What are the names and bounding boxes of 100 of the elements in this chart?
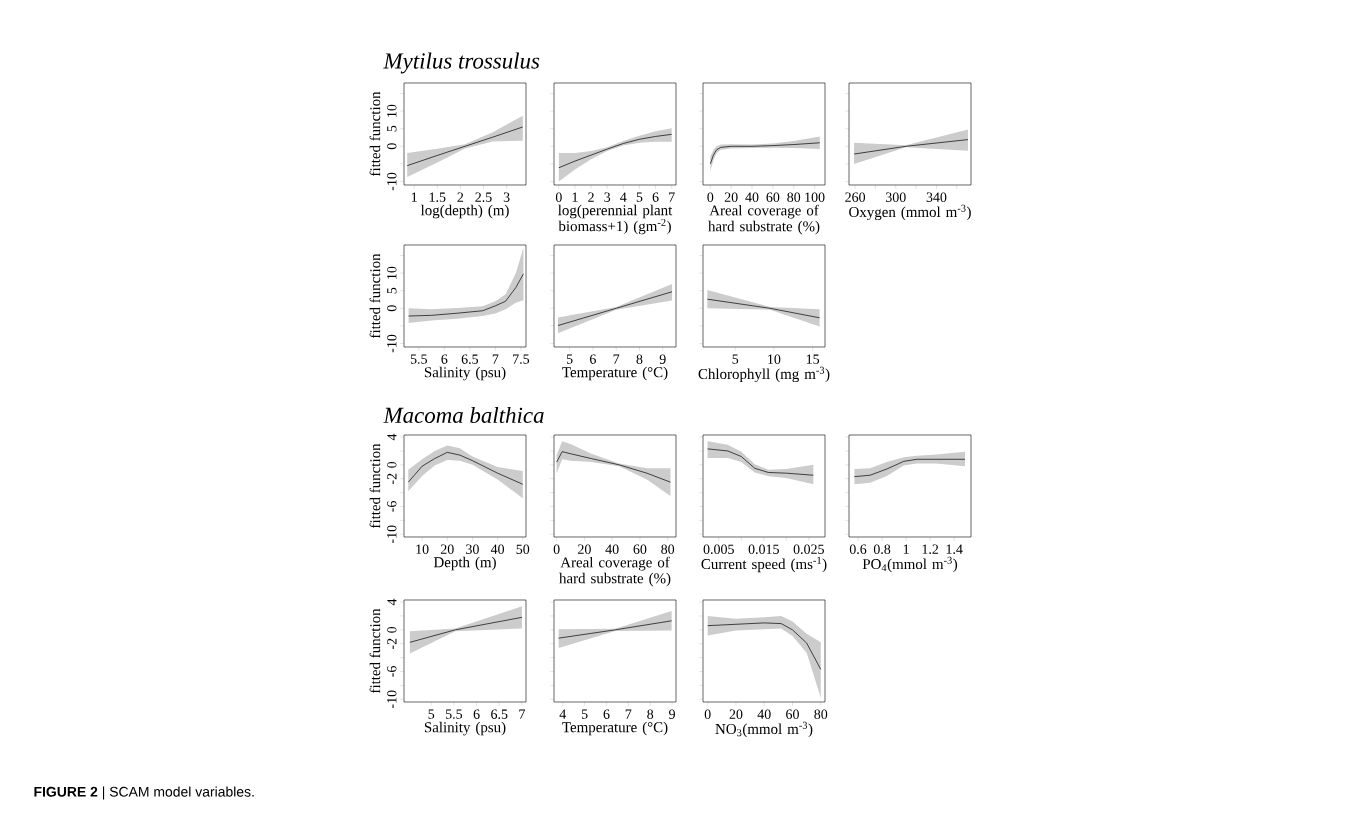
y-tick-label: -2	[387, 473, 397, 484]
x-tick-label: 20	[578, 544, 591, 554]
x-tick-label: 60	[633, 544, 647, 554]
x-tick-label: 60	[766, 192, 780, 202]
x-axis-title: Areal coverage of hard substrate (%)	[708, 204, 820, 235]
x-tick-label: 0.015	[748, 544, 779, 554]
x-axis-title: log(depth) (m)	[420, 204, 509, 219]
x-axis-title: Depth (m)	[433, 556, 496, 571]
x-tick-label: 1.2	[922, 544, 939, 554]
chart-title: Mytilus trossulus	[383, 52, 540, 74]
x-tick-label: 0.025	[793, 544, 824, 554]
y-axis-title: fitted function	[369, 608, 381, 694]
x-tick-label: 0	[553, 544, 560, 554]
x-tick-label: 6	[473, 709, 480, 719]
x-tick-label: 6	[590, 354, 596, 364]
y-tick-label: 0	[387, 305, 397, 312]
y-tick-label: -2	[387, 638, 397, 650]
x-tick-label: 5	[732, 354, 739, 364]
x-tick-label: 20	[729, 709, 743, 719]
x-tick-label: 5	[636, 192, 643, 202]
x-tick-label: 50	[516, 544, 530, 554]
x-tick-label: 15	[806, 354, 820, 364]
x-tick-label: 300	[885, 192, 906, 202]
y-tick-label: 5	[387, 125, 397, 132]
x-tick-label: 9	[659, 354, 666, 364]
x-tick-label: 0.8	[873, 544, 891, 554]
line-series	[408, 273, 524, 317]
y-axis-title: fitted function	[369, 443, 381, 529]
x-tick-label: 0.6	[849, 544, 867, 554]
y-tick-label: 0	[387, 143, 397, 150]
x-tick-label: 260	[845, 192, 866, 202]
x-tick-label: 7.5	[513, 354, 530, 364]
x-tick-label: 5.5	[445, 709, 463, 719]
y-tick-label: 4	[387, 598, 397, 606]
y-tick-label: 4	[387, 433, 397, 441]
y-tick-label: -10	[387, 525, 397, 543]
text: FIGURE 2 | SCAM model variables.	[34, 786, 254, 800]
x-tick-label: 340	[926, 192, 947, 202]
x-tick-label: 7	[519, 709, 526, 719]
x-axis-title: Oxygen (mmol m$^{-3}$)	[849, 204, 971, 221]
x-axis-title: Current speed (ms$^{-1}$)	[701, 556, 827, 573]
x-tick-label: 40	[490, 544, 505, 554]
x-tick-label: 100	[805, 192, 825, 202]
y-tick-label: 0	[387, 461, 397, 468]
x-tick-label: 0	[704, 709, 711, 719]
x-tick-label: 7	[625, 709, 632, 719]
x-tick-label: 5	[581, 709, 588, 719]
x-tick-label: 1	[411, 192, 417, 202]
line-series	[406, 126, 524, 166]
x-tick-label: 5	[566, 354, 573, 364]
x-tick-label: 8	[647, 709, 654, 719]
x-tick-label: 0	[555, 192, 562, 202]
x-tick-label: 6.5	[491, 709, 508, 719]
x-tick-label: 10	[416, 544, 429, 554]
x-tick-label: 4	[559, 709, 567, 719]
y-tick-label: -6	[387, 666, 397, 677]
x-tick-label: 80	[661, 544, 675, 554]
y-tick-label: 10	[387, 104, 397, 117]
x-tick-label: 4	[620, 192, 627, 202]
x-tick-label: 5	[428, 709, 435, 719]
x-axis-title: Temperature (°C)	[562, 366, 668, 381]
x-tick-label: 1.4	[946, 544, 963, 554]
x-tick-label: 3	[503, 192, 510, 202]
x-tick-label: 0	[707, 192, 714, 202]
x-tick-label: 80	[787, 192, 801, 202]
x-tick-label: 40	[605, 544, 619, 554]
y-axis-title: fitted function	[369, 253, 381, 339]
x-tick-label: 6	[652, 192, 659, 202]
x-tick-label: 0.005	[703, 544, 734, 554]
x-axis-title: Chlorophyll (mg m$^{-3}$)	[698, 366, 830, 383]
x-tick-label: 9	[669, 709, 675, 719]
x-tick-label: 30	[466, 544, 479, 554]
x-tick-label: 1	[903, 544, 909, 554]
y-tick-label: 10	[387, 266, 397, 279]
x-tick-label: 7	[492, 354, 499, 364]
x-tick-label: 2	[457, 192, 464, 202]
x-tick-label: 7	[669, 192, 675, 202]
x-tick-label: 1.5	[429, 192, 446, 202]
y-axis-title: fitted function	[369, 91, 381, 177]
x-axis-title: Salinity (psu)	[424, 721, 506, 736]
x-tick-label: 6	[603, 709, 610, 719]
x-tick-label: 6.5	[461, 354, 479, 364]
x-axis-title: Salinity (psu)	[424, 366, 506, 381]
x-tick-label: 2	[588, 192, 594, 202]
x-axis-title: PO$_{4}$(mmol m$^{-3}$)	[862, 556, 958, 573]
x-tick-label: 60	[786, 709, 799, 719]
x-tick-label: 20	[724, 192, 738, 202]
chart-title: Macoma balthica	[383, 406, 544, 424]
x-tick-label: 6	[441, 354, 448, 364]
y-tick-label: 0	[387, 626, 397, 633]
x-tick-label: 3	[604, 192, 611, 202]
x-tick-label: 5.5	[410, 354, 427, 364]
x-tick-label: 80	[814, 709, 828, 719]
x-axis-title: log(perennial plant biomass+1) (gm$^{-2}$)	[558, 204, 673, 235]
x-tick-label: 20	[440, 544, 454, 554]
y-tick-label: -10	[387, 690, 397, 708]
x-tick-label: 1	[572, 192, 578, 202]
x-axis-title: NO$_{3}$(mmol m$^{-3}$)	[715, 721, 813, 738]
x-tick-label: 10	[768, 354, 781, 364]
x-tick-label: 40	[757, 709, 771, 719]
